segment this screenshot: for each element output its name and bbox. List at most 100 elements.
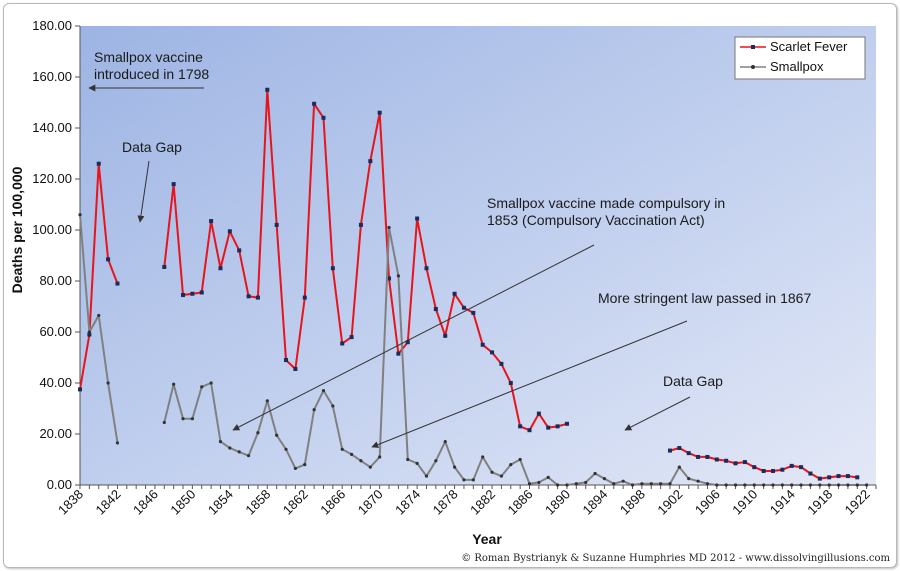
- data-point-scarlet-fever: [724, 458, 729, 463]
- data-point-smallpox: [537, 480, 541, 485]
- data-point-smallpox: [424, 474, 429, 478]
- data-point-scarlet-fever: [443, 333, 448, 338]
- annotation-data-gap-1-text: Data Gap: [122, 139, 182, 155]
- data-point-smallpox: [659, 482, 663, 486]
- annotation-stringent-law: More stringent law passed in 1867: [371, 290, 811, 448]
- annotation-data-gap-2: Data Gap: [624, 373, 723, 431]
- data-point-smallpox: [556, 483, 560, 487]
- data-point-scarlet-fever: [284, 358, 289, 363]
- data-point-smallpox: [649, 482, 653, 486]
- y-tick-label: 100.00: [32, 222, 72, 237]
- x-tick-label: 1898: [617, 487, 648, 518]
- data-point-smallpox: [481, 455, 485, 459]
- data-point-smallpox: [715, 483, 719, 487]
- data-point-scarlet-fever: [396, 351, 401, 356]
- data-point-scarlet-fever: [433, 307, 438, 312]
- data-point-smallpox: [200, 385, 204, 389]
- data-point-scarlet-fever: [499, 361, 504, 366]
- annotation-vaccine-introduced: Smallpox vaccine introduced in 1798: [88, 49, 209, 92]
- x-tick-label: 1846: [130, 487, 161, 518]
- data-point-scarlet-fever: [190, 291, 195, 296]
- data-point-smallpox: [630, 483, 635, 487]
- data-point-scarlet-fever: [667, 448, 672, 453]
- legend-item-smallpox: Smallpox: [740, 59, 824, 74]
- legend-label-scarlet-fever: Scarlet Fever: [770, 39, 848, 54]
- data-point-scarlet-fever: [817, 476, 822, 481]
- data-point-smallpox: [574, 482, 578, 486]
- data-point-smallpox: [387, 225, 391, 230]
- data-point-smallpox: [565, 483, 569, 487]
- data-point-smallpox: [378, 455, 382, 459]
- legend-box: [734, 36, 866, 80]
- series-scarlet-fever: [78, 87, 860, 481]
- data-point-smallpox: [808, 483, 813, 487]
- y-tick-label: 120.00: [32, 171, 72, 186]
- data-point-smallpox: [246, 454, 251, 458]
- y-tick-label: 80.00: [39, 273, 72, 288]
- data-point-smallpox: [593, 471, 597, 476]
- data-point-smallpox: [799, 483, 803, 487]
- data-point-scarlet-fever: [340, 341, 345, 346]
- data-point-smallpox: [265, 399, 269, 403]
- data-point-smallpox: [181, 417, 185, 421]
- annotation-stringent-law-text: More stringent law passed in 1867: [598, 290, 811, 306]
- data-point-smallpox: [87, 330, 91, 334]
- data-point-scarlet-fever: [555, 424, 560, 429]
- data-point-scarlet-fever: [199, 290, 204, 295]
- data-point-smallpox: [471, 478, 475, 482]
- data-point-smallpox: [499, 474, 504, 478]
- annotation-data-gap-1: Data Gap: [122, 139, 182, 223]
- data-point-scarlet-fever: [181, 293, 186, 298]
- data-point-scarlet-fever: [855, 475, 860, 480]
- annotation-vaccine-introduced-line2: introduced in 1798: [94, 66, 209, 82]
- data-point-smallpox: [855, 483, 859, 487]
- data-point-smallpox: [396, 274, 400, 278]
- data-point-smallpox: [771, 483, 775, 487]
- data-point-scarlet-fever: [78, 387, 82, 392]
- y-axis-title: Deaths per 100,000: [9, 166, 25, 293]
- x-tick-label: 1914: [767, 487, 798, 518]
- data-point-smallpox: [518, 457, 522, 462]
- data-point-scarlet-fever: [302, 295, 307, 300]
- data-point-scarlet-fever: [780, 467, 785, 472]
- data-point-scarlet-fever: [321, 115, 326, 120]
- data-point-scarlet-fever: [96, 161, 101, 166]
- data-point-smallpox: [218, 440, 223, 444]
- data-point-scarlet-fever: [115, 281, 120, 286]
- legend: Scarlet Fever Smallpox: [734, 36, 866, 80]
- data-point-smallpox: [621, 479, 625, 483]
- data-point-smallpox: [612, 482, 616, 486]
- data-point-scarlet-fever: [696, 454, 701, 459]
- data-point-scarlet-fever: [490, 350, 495, 355]
- data-point-scarlet-fever: [349, 335, 354, 340]
- legend-marker-scarlet-fever: [751, 45, 755, 49]
- y-tick-label: 40.00: [39, 375, 72, 390]
- data-point-smallpox: [368, 465, 372, 469]
- data-point-scarlet-fever: [527, 428, 532, 433]
- y-tick-label: 180.00: [32, 18, 72, 33]
- data-point-smallpox: [106, 381, 110, 385]
- data-point-smallpox: [303, 463, 307, 467]
- credit-text: © Roman Bystrianyk & Suzanne Humphries M…: [461, 553, 890, 564]
- data-point-scarlet-fever: [106, 257, 111, 262]
- data-point-scarlet-fever: [387, 276, 392, 281]
- data-point-smallpox: [284, 447, 288, 451]
- data-point-scarlet-fever: [171, 182, 176, 187]
- data-point-smallpox: [677, 465, 681, 469]
- data-point-scarlet-fever: [714, 457, 719, 462]
- legend-marker-smallpox: [751, 65, 755, 69]
- data-point-scarlet-fever: [845, 474, 850, 479]
- data-point-scarlet-fever: [789, 463, 794, 468]
- annotation-data-gap-2-text: Data Gap: [663, 373, 723, 389]
- data-point-smallpox: [443, 440, 447, 444]
- x-tick-label: 1886: [505, 487, 536, 518]
- data-point-smallpox: [78, 213, 82, 217]
- data-point-scarlet-fever: [752, 465, 757, 470]
- data-point-scarlet-fever: [405, 340, 410, 345]
- data-point-scarlet-fever: [836, 474, 841, 479]
- data-point-smallpox: [668, 482, 672, 486]
- annotation-compulsory-vaccination-line1: Smallpox vaccine made compulsory in: [487, 195, 725, 211]
- data-point-smallpox: [228, 446, 232, 450]
- data-point-smallpox: [172, 382, 176, 386]
